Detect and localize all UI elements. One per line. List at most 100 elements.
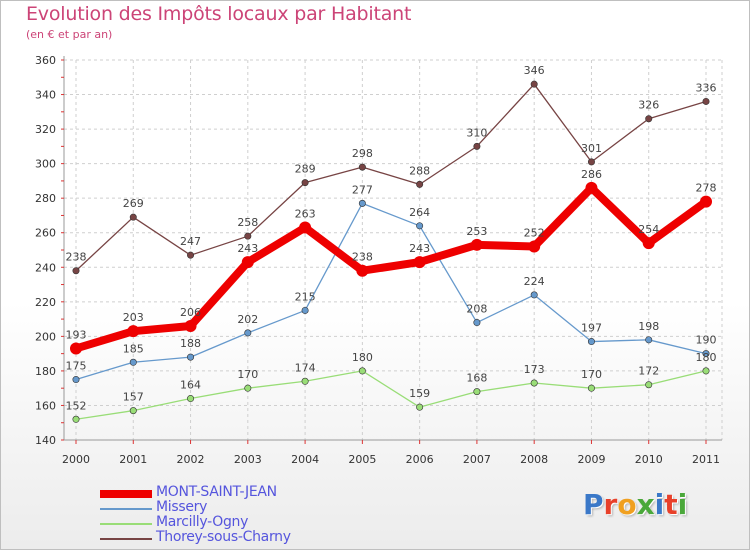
x-tick-label: 2006 [406,453,434,466]
series-line-missery [75,202,707,381]
data-point [585,181,598,194]
data-label: 208 [466,303,487,316]
x-tick-label: 2005 [348,453,376,466]
data-point [244,232,252,240]
y-tick-label: 280 [35,192,56,205]
data-point [587,158,595,166]
data-label: 258 [237,216,258,229]
legend-label: Marcilly-Ogny [156,514,249,530]
data-point [473,319,481,327]
data-label: 301 [581,142,602,155]
data-point [358,163,366,171]
data-label: 286 [581,168,602,181]
data-point [702,97,710,105]
data-label: 254 [638,223,659,236]
data-point [645,381,653,389]
y-tick-label: 140 [35,434,56,447]
data-label: 198 [638,320,659,333]
x-tick-label: 2001 [119,453,147,466]
data-point [187,353,195,361]
data-label: 193 [66,328,87,341]
x-tick-label: 2008 [520,453,548,466]
data-label: 170 [581,368,602,381]
data-label: 264 [409,206,430,219]
y-tick-label: 340 [35,89,56,102]
data-label: 152 [66,399,87,412]
data-point [416,403,424,411]
data-label: 180 [696,351,717,364]
data-point [645,115,653,123]
line-chart: 140 160 180 200 220 240 260 280 300 320 340 360 2000… [35,54,723,466]
data-point [413,256,426,269]
data-point [587,338,595,346]
data-point [700,195,712,208]
data-point [702,350,710,358]
data-point [473,142,481,150]
data-label: 288 [409,164,430,177]
data-label: 159 [409,387,430,400]
data-label: 174 [295,361,316,374]
data-point [358,199,366,207]
data-label: 243 [409,242,430,255]
data-label: 188 [180,337,201,350]
data-label: 168 [466,372,487,385]
x-tick-label: 2003 [234,453,262,466]
data-label: 253 [466,225,487,238]
data-point [301,377,309,385]
data-label: 202 [237,313,258,326]
x-tick-label: 2002 [177,453,205,466]
y-tick-label: 360 [35,54,56,67]
data-label: 185 [123,342,144,355]
data-point [530,379,538,387]
data-point [528,240,541,253]
legend-swatch [100,508,152,510]
data-point [416,222,424,230]
series-line-marcilly-ogny [75,370,707,420]
series-line-thorey-sous-charny [75,83,707,272]
x-tick-label: 2009 [577,453,605,466]
x-tick-label: 2004 [291,453,319,466]
data-point [470,238,483,251]
x-tick-label: 2007 [463,453,491,466]
data-label: 326 [638,99,659,112]
data-point [301,306,309,314]
y-tick-label: 200 [35,330,56,343]
data-point [244,329,252,337]
legend-swatch [100,538,152,540]
x-tick-label: 2010 [635,453,663,466]
data-label: 298 [352,147,373,160]
legend-label: Thorey-sous-Charny [156,529,291,545]
data-label: 172 [638,365,659,378]
data-label: 269 [123,197,144,210]
x-tick-label: 2000 [62,453,90,466]
legend-label: MONT-SAINT-JEAN [156,484,277,500]
data-point [530,80,538,88]
data-point [301,179,309,187]
data-label: 206 [180,306,201,319]
data-point [416,180,424,188]
chart-subtitle: (en € et par an) [26,28,113,41]
data-point [187,251,195,259]
data-point [473,388,481,396]
y-tick-label: 180 [35,365,56,378]
data-label: 215 [295,290,316,303]
data-label: 203 [123,311,144,324]
legend-swatch [100,523,152,525]
data-label: 277 [352,183,373,196]
data-point [70,342,82,355]
data-point [702,367,710,375]
y-tick-label: 320 [35,123,56,136]
data-label: 224 [524,275,545,288]
data-point [129,407,137,415]
data-point [530,291,538,299]
data-point [299,221,312,234]
y-tick-label: 220 [35,296,56,309]
data-label: 278 [696,182,717,195]
data-label: 238 [352,251,373,264]
data-label: 247 [180,235,201,248]
x-tick-label: 2011 [692,453,720,466]
data-point [187,395,195,403]
data-label: 346 [524,64,545,77]
data-point [127,325,140,338]
